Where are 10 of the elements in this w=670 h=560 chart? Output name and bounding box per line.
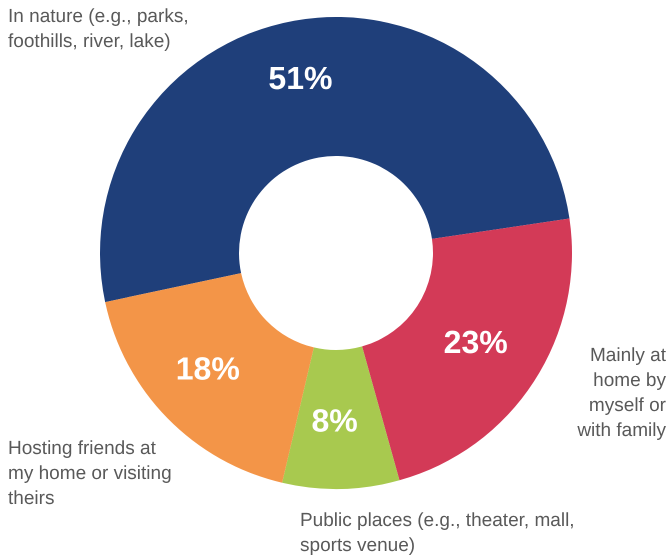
slice-label: Mainly at home by myself or with family [576,344,666,443]
data-label: 51% [268,60,332,96]
slice-label: In nature (e.g., parks, foothills, river, lake) [8,5,190,54]
donut-slice [362,218,572,480]
donut-slice [282,346,400,489]
slice-label: Hosting friends at my home or visiting theirs [8,437,173,511]
data-label: 18% [176,350,240,387]
slice-label: Public places (e.g., theater, mall, sports venue) [300,509,576,558]
data-label: 23% [444,324,508,360]
data-label: 8% [311,402,358,438]
